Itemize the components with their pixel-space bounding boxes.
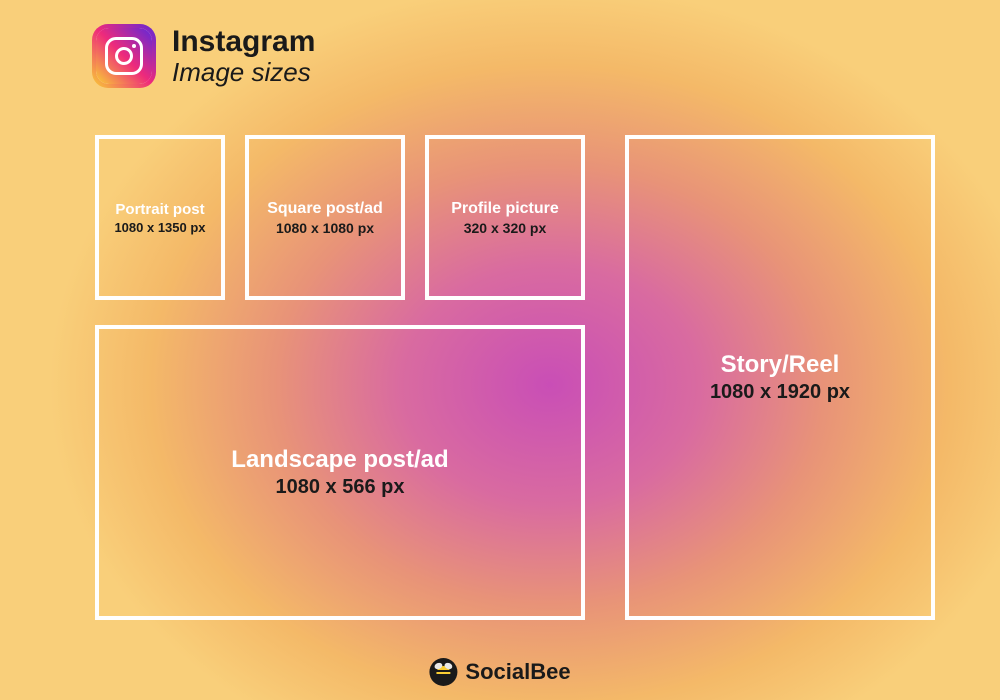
size-box-dimensions: 1080 x 566 px <box>276 476 405 499</box>
header: Instagram Image sizes <box>92 24 315 88</box>
size-box-profile: Profile picture 320 x 320 px <box>425 135 585 300</box>
title-block: Instagram Image sizes <box>172 25 315 87</box>
size-box-story: Story/Reel1080 x 1920 px <box>625 135 935 620</box>
size-box-label: Square post/ad <box>267 200 383 218</box>
bee-icon <box>429 658 457 686</box>
size-box-label: Portrait post <box>115 201 204 218</box>
size-box-dimensions: 1080 x 1920 px <box>710 381 850 404</box>
page-subtitle: Image sizes <box>172 58 315 87</box>
size-box-label: Profile picture <box>451 200 559 218</box>
instagram-icon <box>92 24 156 88</box>
size-box-dimensions: 320 x 320 px <box>464 220 547 236</box>
footer-brand: SocialBee <box>429 658 570 686</box>
size-box-landscape: Landscape post/ad1080 x 566 px <box>95 325 585 620</box>
size-box-dimensions: 1080 x 1350 px <box>114 220 205 235</box>
size-box-label: Landscape post/ad <box>231 446 448 474</box>
size-box-dimensions: 1080 x 1080 px <box>276 220 374 236</box>
size-box-square: Square post/ad 1080 x 1080 px <box>245 135 405 300</box>
footer-brand-text: SocialBee <box>465 659 570 685</box>
page-title: Instagram <box>172 25 315 58</box>
size-box-label: Story/Reel <box>721 351 840 379</box>
size-box-portrait: Portrait post 1080 x 1350 px <box>95 135 225 300</box>
